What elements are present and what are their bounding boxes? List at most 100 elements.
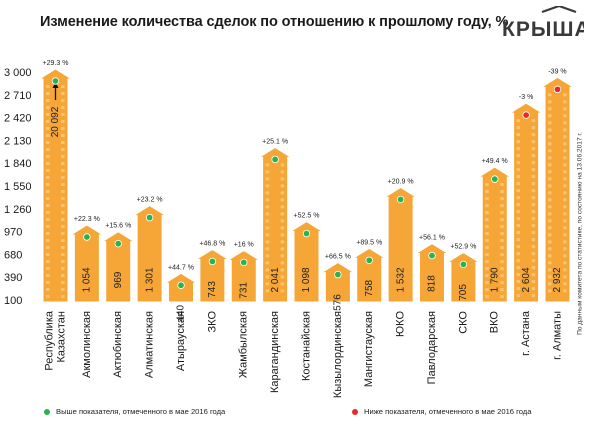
bar-window bbox=[61, 246, 65, 249]
bar-window bbox=[548, 198, 552, 202]
bar-window bbox=[46, 120, 50, 123]
bar-window bbox=[531, 196, 536, 200]
bar-window bbox=[548, 100, 552, 104]
bar-window bbox=[46, 197, 50, 200]
bar-window bbox=[485, 211, 489, 215]
bar-10 bbox=[320, 261, 356, 303]
bar-value-label: 2 041 bbox=[270, 267, 281, 292]
bar-window bbox=[46, 141, 50, 144]
bar-window bbox=[500, 260, 504, 264]
bar-window bbox=[548, 163, 552, 167]
bar-window bbox=[61, 92, 65, 95]
bar-window bbox=[531, 266, 536, 270]
bar-window bbox=[563, 275, 567, 279]
bar-window bbox=[61, 197, 65, 200]
bar-window bbox=[265, 170, 270, 174]
bar-window bbox=[46, 183, 50, 186]
bar-window bbox=[563, 247, 567, 251]
bar-window bbox=[563, 198, 567, 202]
bar-window bbox=[516, 238, 521, 242]
bar-window bbox=[531, 224, 536, 228]
brand-logo: КРЫША bbox=[502, 6, 584, 40]
bar-window bbox=[500, 232, 504, 236]
bar-window bbox=[563, 212, 567, 216]
change-label: +52.9 % bbox=[450, 243, 476, 250]
bar-value-label: 440 bbox=[176, 304, 187, 321]
bar-window bbox=[531, 133, 536, 137]
bar-window bbox=[516, 231, 521, 235]
bar-window bbox=[516, 266, 521, 270]
bar-window bbox=[61, 281, 65, 284]
bar-window bbox=[265, 289, 270, 293]
change-label: +49.4 % bbox=[482, 158, 508, 165]
category-label: ЗКО bbox=[206, 311, 218, 333]
change-label: +15.6 % bbox=[105, 223, 131, 230]
bar-window bbox=[485, 232, 489, 236]
bar-value-label: 818 bbox=[427, 275, 438, 292]
legend-above: Выше показателя, отмеченного в мае 2016 … bbox=[44, 407, 225, 416]
bar-value-label: 576 bbox=[333, 294, 344, 311]
category-label: ВКО bbox=[489, 311, 501, 334]
change-label: +44.7 % bbox=[168, 264, 194, 271]
bar-window bbox=[265, 177, 270, 181]
bar-window bbox=[46, 204, 50, 207]
bar-window bbox=[280, 170, 285, 174]
y-tick-label: 1 260 bbox=[4, 204, 32, 216]
bar-window bbox=[61, 176, 65, 179]
bar-window bbox=[280, 205, 285, 209]
bar-1 bbox=[37, 68, 74, 303]
bar-window bbox=[46, 99, 50, 102]
bar-14 bbox=[445, 251, 482, 303]
bar-window bbox=[531, 231, 536, 235]
bar-window bbox=[548, 275, 552, 279]
bar-window bbox=[485, 183, 489, 187]
category-label: Республика bbox=[43, 310, 55, 370]
bar-window bbox=[46, 85, 50, 88]
category-label: СКО bbox=[457, 311, 469, 334]
bar-window bbox=[61, 267, 65, 270]
bar-9 bbox=[288, 220, 325, 303]
bar-window bbox=[531, 182, 536, 186]
bar-window bbox=[563, 149, 567, 153]
bar-window bbox=[485, 260, 489, 264]
bar-window bbox=[548, 107, 552, 111]
bar-value-label: 743 bbox=[207, 281, 218, 298]
bar-13 bbox=[414, 242, 450, 303]
bar-window bbox=[516, 210, 521, 214]
bar-window bbox=[548, 177, 552, 181]
bar-window bbox=[280, 275, 285, 279]
bar-window bbox=[516, 217, 521, 221]
change-label: +52.5 % bbox=[294, 213, 320, 220]
category-label: Акмолинская bbox=[81, 311, 93, 378]
legend-below: Ниже показателя, отмеченного в мае 2016 … bbox=[352, 407, 531, 416]
bar-value-label: 2 932 bbox=[552, 267, 563, 292]
bar-value-label: 1 054 bbox=[82, 267, 93, 292]
marker-dot bbox=[177, 281, 185, 289]
bar-window bbox=[563, 282, 567, 286]
bar-window bbox=[516, 182, 521, 186]
bar-window bbox=[500, 239, 504, 243]
bar-window bbox=[500, 267, 504, 271]
arrow-head-icon bbox=[52, 82, 59, 88]
bar-window bbox=[563, 233, 567, 237]
bar-window bbox=[485, 274, 489, 278]
bar-window bbox=[563, 93, 567, 97]
bar-window bbox=[563, 107, 567, 111]
bar-window bbox=[563, 191, 567, 195]
bar-window bbox=[46, 281, 50, 284]
bar-window bbox=[516, 280, 521, 284]
bar-window bbox=[280, 268, 285, 272]
bar-window bbox=[563, 177, 567, 181]
bar-window bbox=[265, 184, 270, 188]
bar-window bbox=[485, 190, 489, 194]
bar-window bbox=[485, 253, 489, 257]
marker-dot bbox=[365, 256, 373, 264]
bar-window bbox=[516, 245, 521, 249]
bar-window bbox=[61, 148, 65, 151]
bar-window bbox=[548, 114, 552, 118]
bar-window bbox=[46, 267, 50, 270]
bar-window bbox=[548, 212, 552, 216]
marker-dot bbox=[396, 195, 405, 204]
bar-window bbox=[500, 288, 504, 292]
category-label: г. Астана bbox=[520, 310, 532, 356]
